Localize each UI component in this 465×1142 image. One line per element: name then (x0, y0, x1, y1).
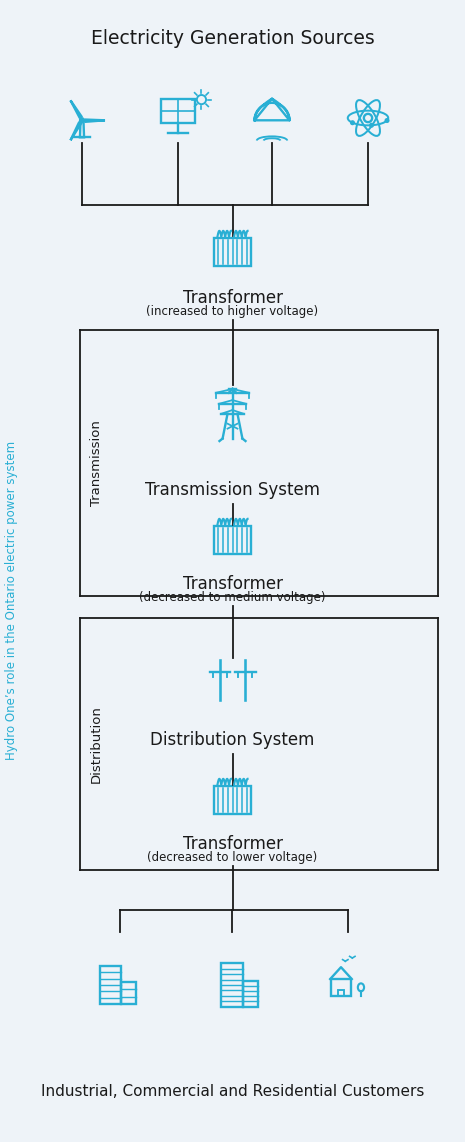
Circle shape (80, 118, 85, 123)
Bar (213, 525, 252, 554)
Circle shape (385, 118, 390, 123)
Text: (increased to higher voltage): (increased to higher voltage) (146, 306, 319, 319)
Bar (243, 981, 259, 1006)
Circle shape (350, 120, 355, 126)
Text: Distribution System: Distribution System (150, 731, 315, 749)
Bar (331, 979, 351, 996)
Bar (120, 982, 136, 1005)
Text: (decreased to lower voltage): (decreased to lower voltage) (147, 852, 318, 864)
Bar (221, 964, 243, 1006)
Text: Transformer: Transformer (182, 835, 283, 853)
Bar (100, 965, 120, 1005)
Text: Electricity Generation Sources: Electricity Generation Sources (91, 29, 374, 48)
Circle shape (369, 122, 374, 128)
Text: Transformer: Transformer (182, 289, 283, 307)
Text: Distribution: Distribution (89, 705, 102, 783)
Text: Transmission: Transmission (89, 420, 102, 506)
Bar (161, 98, 194, 122)
Text: Industrial, Commercial and Residential Customers: Industrial, Commercial and Residential C… (41, 1085, 424, 1100)
Text: Transformer: Transformer (182, 576, 283, 593)
Text: (decreased to medium voltage): (decreased to medium voltage) (139, 592, 326, 604)
Bar (213, 786, 252, 814)
Bar (213, 238, 252, 266)
Bar (339, 990, 344, 996)
Text: Transmission System: Transmission System (145, 481, 320, 499)
Text: Hydro One’s role in the Ontario electric power system: Hydro One’s role in the Ontario electric… (6, 441, 19, 759)
